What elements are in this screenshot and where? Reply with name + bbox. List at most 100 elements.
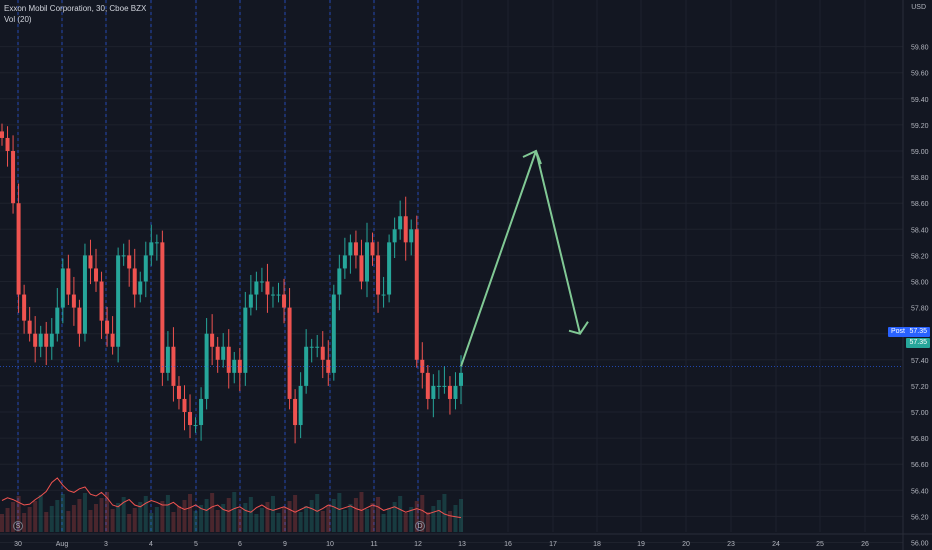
candle-body bbox=[27, 320, 32, 334]
date-tick-label: 10 bbox=[326, 541, 334, 548]
candle-body bbox=[66, 268, 71, 295]
volume-bar bbox=[398, 496, 403, 532]
candle-body bbox=[381, 294, 386, 296]
currency-label[interactable]: USD bbox=[911, 4, 926, 11]
price-tick-label: 59.20 bbox=[911, 123, 929, 130]
volume-bar bbox=[60, 494, 65, 532]
candle-body bbox=[342, 255, 347, 269]
candle-body bbox=[99, 281, 104, 321]
volume-bar bbox=[320, 511, 325, 532]
arrowhead-down bbox=[568, 321, 589, 335]
candle-body bbox=[0, 131, 4, 138]
volume-bar bbox=[127, 514, 132, 532]
candle-body bbox=[116, 255, 121, 347]
volume-bar bbox=[342, 510, 347, 532]
candle-body bbox=[425, 372, 430, 399]
candle-body bbox=[420, 359, 425, 373]
candle-body bbox=[94, 268, 99, 282]
date-tick-label: 25 bbox=[816, 541, 824, 548]
volume-bar bbox=[392, 502, 397, 532]
candle-body bbox=[5, 137, 10, 151]
candle-body bbox=[44, 333, 49, 347]
candle-body bbox=[309, 346, 314, 348]
candle-body bbox=[182, 398, 187, 412]
volume-bar bbox=[143, 496, 148, 532]
volume-bar bbox=[88, 510, 93, 532]
symbol-title[interactable]: Exxon Mobil Corporation, 30, Cboe BZX bbox=[4, 4, 147, 13]
candle-body bbox=[143, 255, 148, 282]
candle-body bbox=[132, 268, 137, 295]
candle-body bbox=[105, 320, 110, 334]
volume-bar bbox=[309, 500, 314, 532]
candle-body bbox=[459, 372, 463, 386]
volume-indicator-label[interactable]: Vol (20) bbox=[4, 15, 32, 24]
volume-bar bbox=[55, 500, 60, 532]
volume-bar bbox=[420, 495, 425, 532]
date-tick-label: 3 bbox=[104, 541, 108, 548]
candle-body bbox=[287, 307, 292, 399]
date-tick-label: 23 bbox=[727, 541, 735, 548]
volume-bar bbox=[403, 513, 408, 532]
candle-body bbox=[16, 203, 21, 295]
candle-body bbox=[204, 333, 209, 399]
volume-bar bbox=[304, 506, 309, 532]
volume-bar bbox=[254, 514, 259, 532]
candle-body bbox=[226, 346, 231, 373]
volume-bar bbox=[326, 505, 331, 532]
volume-bar bbox=[105, 492, 110, 532]
date-tick-label: 30 bbox=[14, 541, 22, 548]
candle-body bbox=[88, 255, 93, 269]
volume-bar bbox=[71, 505, 76, 532]
date-tick-label: Aug bbox=[56, 541, 69, 548]
volume-ma-line bbox=[1, 477, 462, 519]
volume-bar bbox=[442, 494, 447, 532]
volume-bar bbox=[38, 495, 43, 532]
date-tick-label: 6 bbox=[238, 541, 242, 548]
candle-body bbox=[320, 346, 325, 360]
volume-bar bbox=[381, 514, 386, 532]
date-tick-label: 20 bbox=[682, 541, 690, 548]
volume-bar bbox=[282, 507, 287, 532]
candle-body bbox=[149, 242, 154, 256]
candle-body bbox=[431, 385, 436, 399]
volume-bar bbox=[270, 496, 275, 532]
dividend-marker-icon[interactable]: D bbox=[415, 521, 425, 531]
candle-body bbox=[414, 229, 419, 360]
candle-body bbox=[160, 242, 165, 373]
volume-bar bbox=[154, 507, 159, 532]
price-tick-label: 56.20 bbox=[911, 514, 929, 521]
volume-bar bbox=[298, 512, 303, 532]
chart-legend: Exxon Mobil Corporation, 30, Cboe BZX Vo… bbox=[4, 3, 146, 25]
volume-bar bbox=[331, 499, 336, 532]
volume-bar bbox=[182, 500, 187, 532]
volume-bar bbox=[49, 506, 54, 532]
volume-bar bbox=[287, 501, 292, 532]
split-marker-icon[interactable]: S bbox=[13, 521, 23, 531]
volume-bar bbox=[110, 509, 115, 532]
date-tick-label: 18 bbox=[593, 541, 601, 548]
volume-bar bbox=[33, 501, 38, 532]
candle-body bbox=[453, 385, 458, 399]
volume-bar bbox=[132, 508, 137, 532]
date-tick-label: 19 bbox=[637, 541, 645, 548]
volume-bar bbox=[16, 496, 21, 532]
price-tick-label: 59.40 bbox=[911, 97, 929, 104]
price-tick-label: 58.80 bbox=[911, 175, 929, 182]
volume-bar bbox=[414, 501, 419, 532]
candle-body bbox=[215, 346, 220, 360]
volume-bar bbox=[138, 502, 143, 532]
price-tick-label: 57.40 bbox=[911, 358, 929, 365]
price-tick-label: 57.80 bbox=[911, 306, 929, 313]
candle-body bbox=[442, 385, 447, 387]
volume-bar bbox=[359, 492, 364, 532]
candle-body bbox=[82, 255, 87, 334]
candle-body bbox=[293, 398, 298, 426]
candle-body bbox=[237, 359, 242, 373]
volume-bar bbox=[121, 497, 126, 532]
volume-bar bbox=[99, 498, 104, 532]
candle-body bbox=[110, 333, 115, 347]
volume-bar bbox=[199, 505, 204, 532]
price-tick-label: 58.20 bbox=[911, 253, 929, 260]
date-tick-label: 17 bbox=[549, 541, 557, 548]
